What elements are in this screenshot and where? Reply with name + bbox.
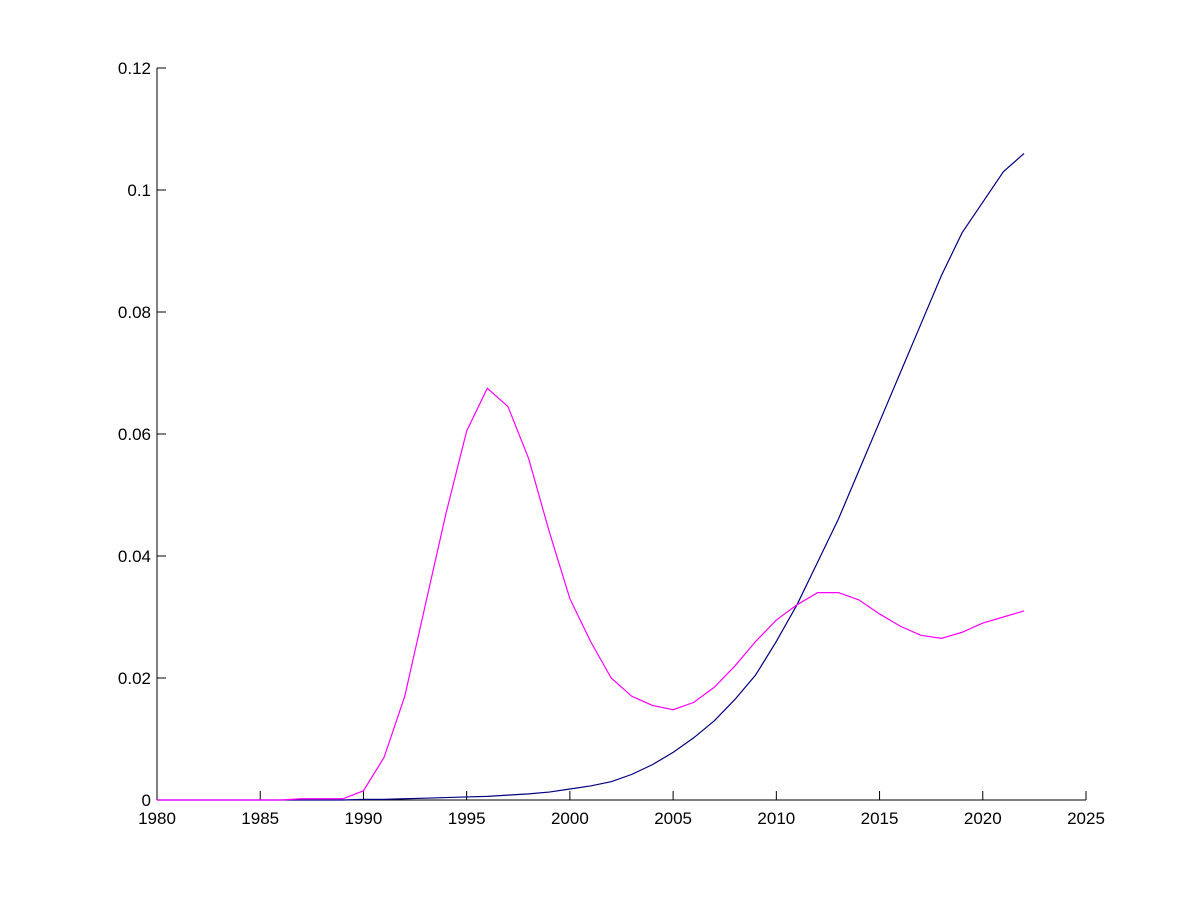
y-tick-label: 0.1	[127, 181, 151, 200]
y-tick-label: 0.04	[118, 547, 151, 566]
y-tick-label: 0.06	[118, 425, 151, 444]
line-series	[157, 387, 1025, 801]
line-series	[157, 152, 1025, 801]
y-tick-label: 0	[142, 791, 151, 810]
x-tick-label: 2025	[1067, 809, 1105, 828]
y-tick-label: 0.02	[118, 669, 151, 688]
x-tick-label: 2005	[654, 809, 692, 828]
x-tick-label: 1980	[138, 809, 176, 828]
x-tick-label: 1990	[345, 809, 383, 828]
x-tick-label: 1995	[448, 809, 486, 828]
x-tick-label: 2020	[964, 809, 1002, 828]
x-tick-label: 2010	[757, 809, 795, 828]
y-tick-label: 0.08	[118, 303, 151, 322]
x-tick-label: 2000	[551, 809, 589, 828]
x-tick-label: 2015	[861, 809, 899, 828]
x-tick-label: 1985	[241, 809, 279, 828]
y-tick-label: 0.12	[118, 59, 151, 78]
